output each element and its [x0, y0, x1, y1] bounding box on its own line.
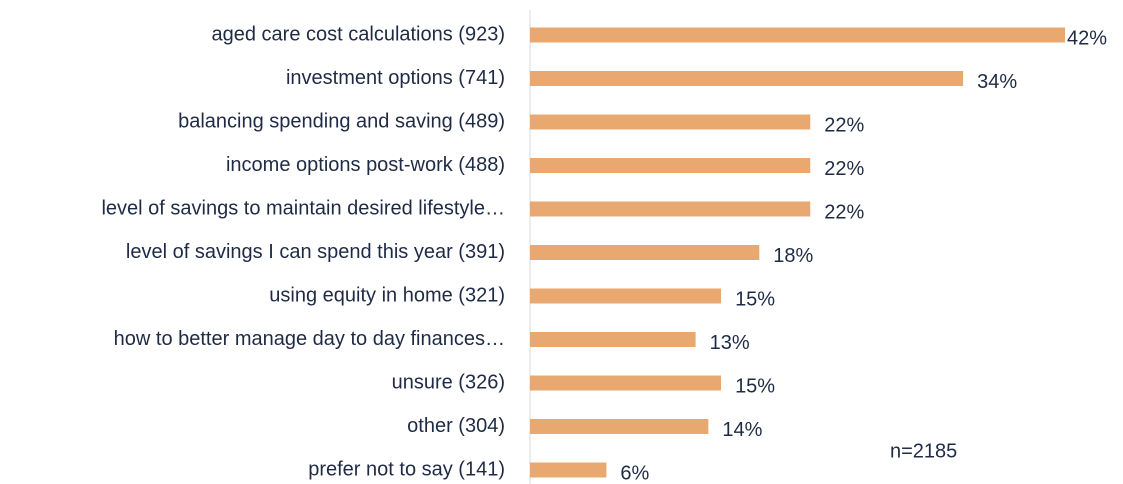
value-label: 13%	[710, 332, 750, 354]
category-label: other (304)	[407, 415, 505, 437]
value-label: 22%	[824, 114, 864, 136]
value-label: 34%	[977, 71, 1017, 93]
category-label: investment options (741)	[286, 67, 505, 89]
value-label: 15%	[735, 375, 775, 397]
bar	[530, 245, 760, 260]
value-label: 22%	[824, 158, 864, 180]
bar	[530, 419, 709, 434]
category-label: aged care cost calculations (923)	[212, 23, 506, 45]
category-label: level of savings I can spend this year (…	[126, 241, 505, 263]
bar	[530, 114, 811, 130]
bar	[530, 71, 964, 86]
bar	[530, 375, 722, 391]
category-label: prefer not to say (141)	[308, 458, 505, 480]
category-label: income options post-work (488)	[226, 154, 505, 176]
value-label: 14%	[722, 419, 762, 441]
category-label: level of savings to maintain desired lif…	[101, 197, 505, 219]
category-label: balancing spending and saving (489)	[178, 110, 505, 132]
value-label: 6%	[620, 462, 649, 484]
bar	[530, 158, 811, 173]
bar	[530, 288, 722, 304]
value-label: 15%	[735, 288, 775, 310]
bar	[530, 332, 696, 347]
bar	[530, 201, 811, 217]
bar	[530, 462, 607, 478]
value-label: 22%	[824, 201, 864, 223]
category-label: unsure (326)	[392, 371, 505, 393]
category-label: how to better manage day to day finances…	[114, 328, 505, 350]
value-label: 18%	[773, 245, 813, 267]
annotation: n=2185	[890, 440, 957, 462]
bar	[530, 27, 1065, 43]
value-label: 42%	[1067, 27, 1107, 49]
category-label: using equity in home (321)	[269, 284, 505, 306]
